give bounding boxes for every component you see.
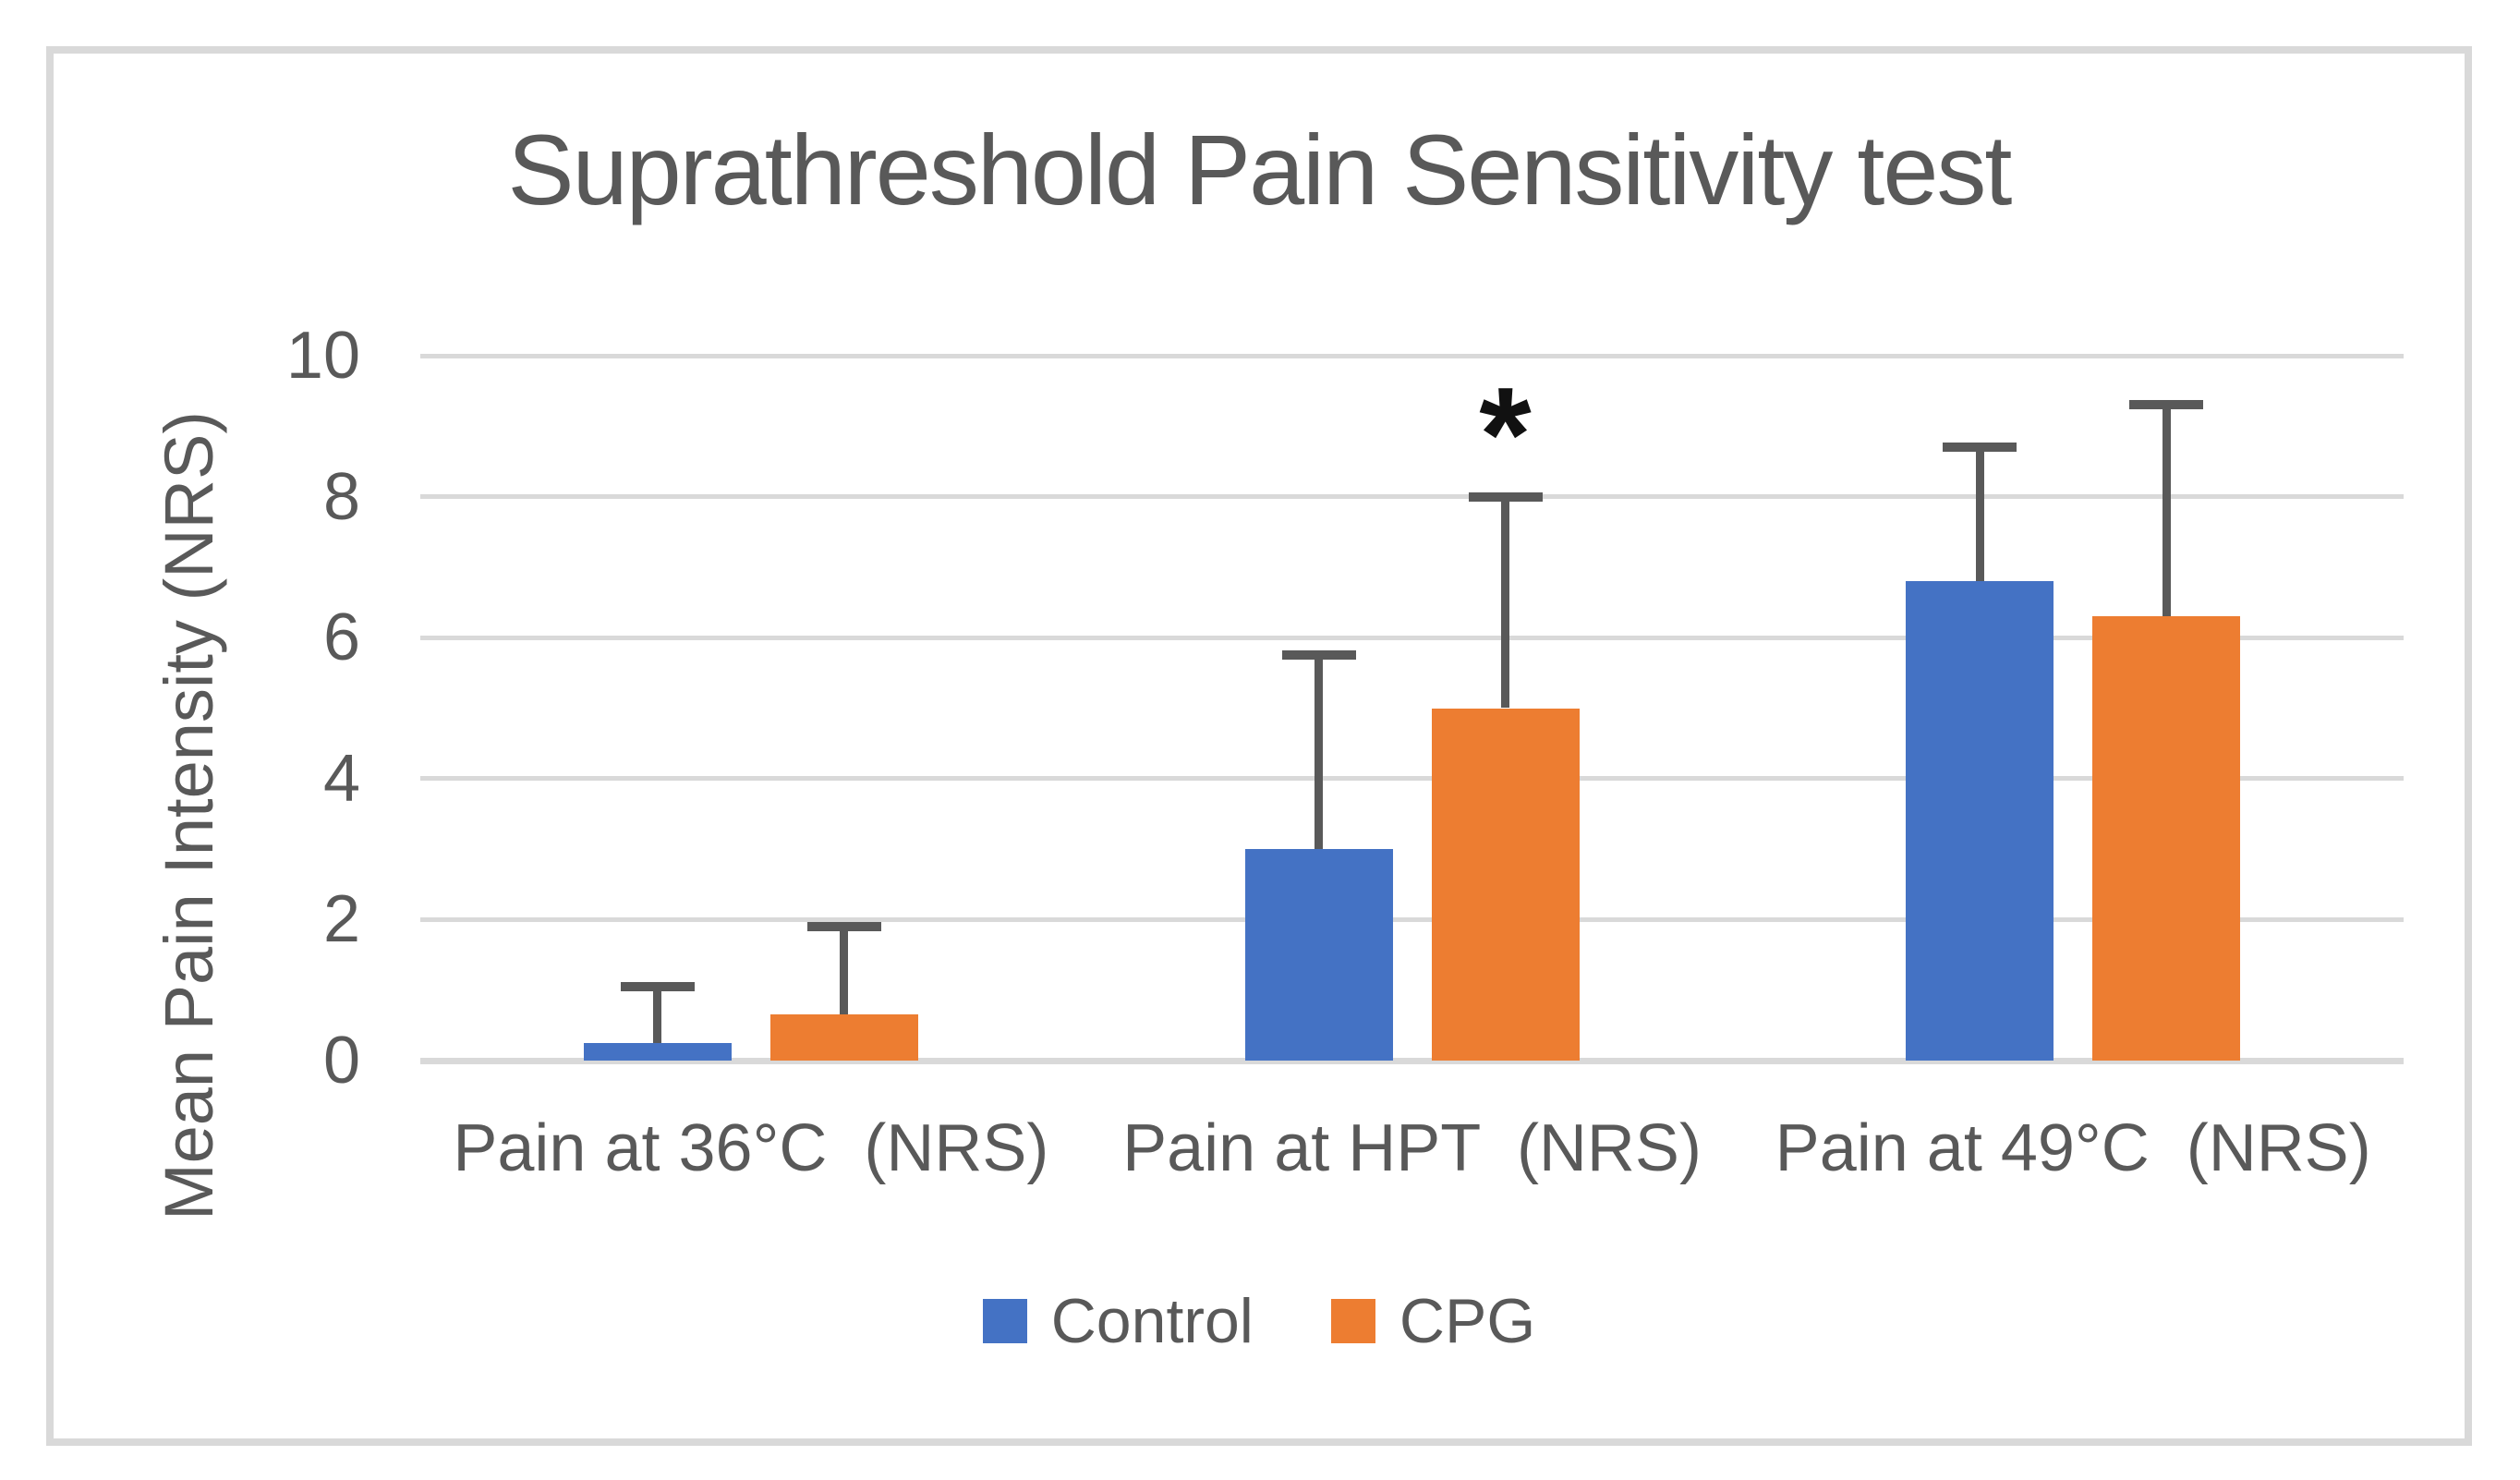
gridline-0 — [420, 1057, 2404, 1064]
y-tick-label-8: 8 — [322, 459, 360, 534]
y-tick-label-6: 6 — [322, 600, 360, 675]
error-bar-control-pain-at-36-c-nrs — [653, 986, 662, 1043]
x-category-label-pain-at-hpt-nrs: Pain at HPT (NRS) — [1122, 1111, 1702, 1185]
y-tick-label-4: 4 — [322, 741, 360, 816]
chart-title: Suprathreshold Pain Sensitivity test — [507, 114, 2013, 225]
gridline-2 — [420, 916, 2404, 922]
x-category-label-pain-at-36-c-nrs: Pain at 36°C (NRS) — [453, 1111, 1049, 1185]
error-bar-cpg-pain-at-hpt-nrs — [1501, 496, 1509, 709]
legend-swatch-cpg — [1330, 1299, 1375, 1343]
legend-swatch-control — [982, 1299, 1027, 1343]
y-tick-label-10: 10 — [285, 319, 360, 393]
error-bar-control-pain-at-49-c-nrs — [1975, 447, 1984, 582]
legend-item-control: Control — [982, 1286, 1254, 1356]
bar-cpg-pain-at-36-c-nrs — [769, 1014, 918, 1061]
plot-area — [420, 353, 2404, 1064]
error-bar-cap-control-pain-at-49-c-nrs — [1943, 443, 2017, 453]
error-bar-cap-control-pain-at-hpt-nrs — [1281, 650, 1356, 661]
bar-control-pain-at-hpt-nrs — [1244, 849, 1393, 1061]
y-axis-title: Mean Pain Intensity (NRS) — [151, 411, 227, 1221]
error-bar-cpg-pain-at-49-c-nrs — [2162, 405, 2171, 617]
y-tick-label-2: 2 — [322, 882, 360, 957]
significance-asterisk: * — [1479, 359, 1532, 509]
bar-control-pain-at-49-c-nrs — [1906, 581, 2054, 1061]
bar-cpg-pain-at-49-c-nrs — [2092, 616, 2241, 1061]
bar-cpg-pain-at-hpt-nrs — [1431, 708, 1580, 1061]
x-category-label-pain-at-49-c-nrs: Pain at 49°C (NRS) — [1775, 1111, 2371, 1185]
error-bar-control-pain-at-hpt-nrs — [1315, 655, 1323, 850]
error-bar-cap-cpg-pain-at-49-c-nrs — [2129, 400, 2204, 410]
error-bar-cap-cpg-pain-at-36-c-nrs — [806, 922, 881, 932]
x-axis-category-labels: Pain at 36°C (NRS) Pain at HPT (NRS) Pain … — [420, 1107, 2404, 1190]
gridline-6 — [420, 635, 2404, 640]
legend-item-cpg: CPG — [1330, 1286, 1536, 1356]
gridline-4 — [420, 776, 2404, 782]
gridline-8 — [420, 494, 2404, 500]
error-bar-cap-control-pain-at-36-c-nrs — [620, 981, 695, 991]
error-bar-cpg-pain-at-36-c-nrs — [840, 927, 849, 1015]
legend: Control CPG — [54, 1286, 2465, 1356]
y-tick-label-0: 0 — [322, 1024, 360, 1098]
legend-label-control: Control — [1050, 1286, 1254, 1356]
chart-frame — [46, 46, 2472, 1446]
bar-control-pain-at-36-c-nrs — [583, 1042, 732, 1061]
error-bar-cap-cpg-pain-at-hpt-nrs — [1468, 491, 1543, 502]
gridline-10 — [420, 353, 2404, 358]
legend-label-cpg: CPG — [1399, 1286, 1536, 1356]
